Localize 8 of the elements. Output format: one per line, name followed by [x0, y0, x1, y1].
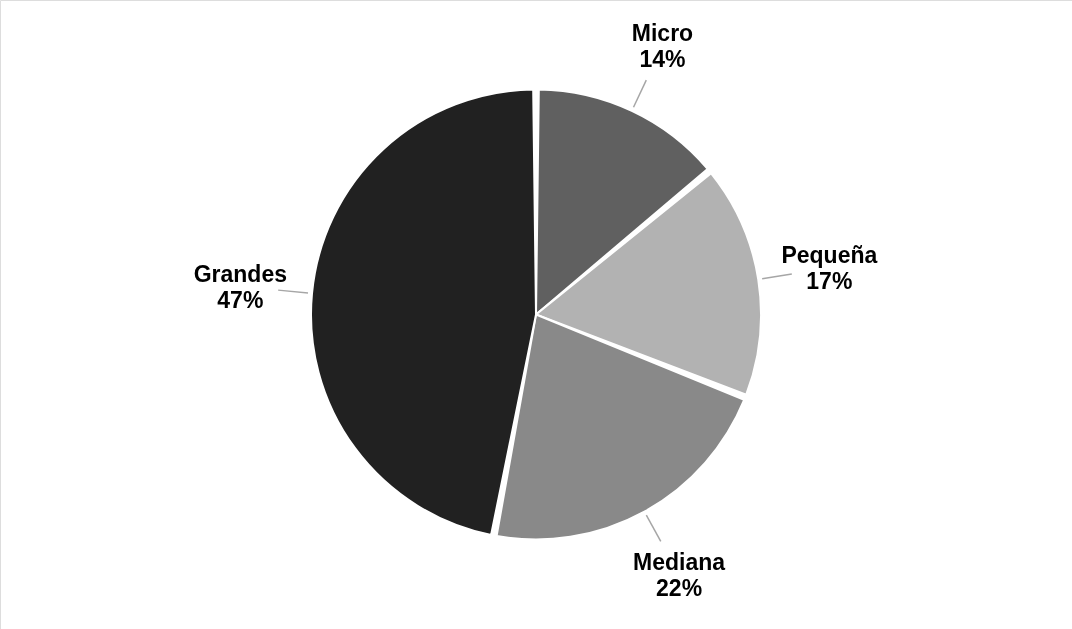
slice-label: Mediana [633, 548, 726, 575]
slice-label: Pequeña [781, 242, 878, 269]
data-label: 14% [639, 45, 686, 72]
data-label: 17% [806, 268, 853, 295]
data-label: 47% [217, 286, 264, 313]
data-label: 22% [656, 574, 703, 601]
slice-label: Micro [631, 19, 694, 46]
slice-label: Grandes [193, 260, 287, 287]
